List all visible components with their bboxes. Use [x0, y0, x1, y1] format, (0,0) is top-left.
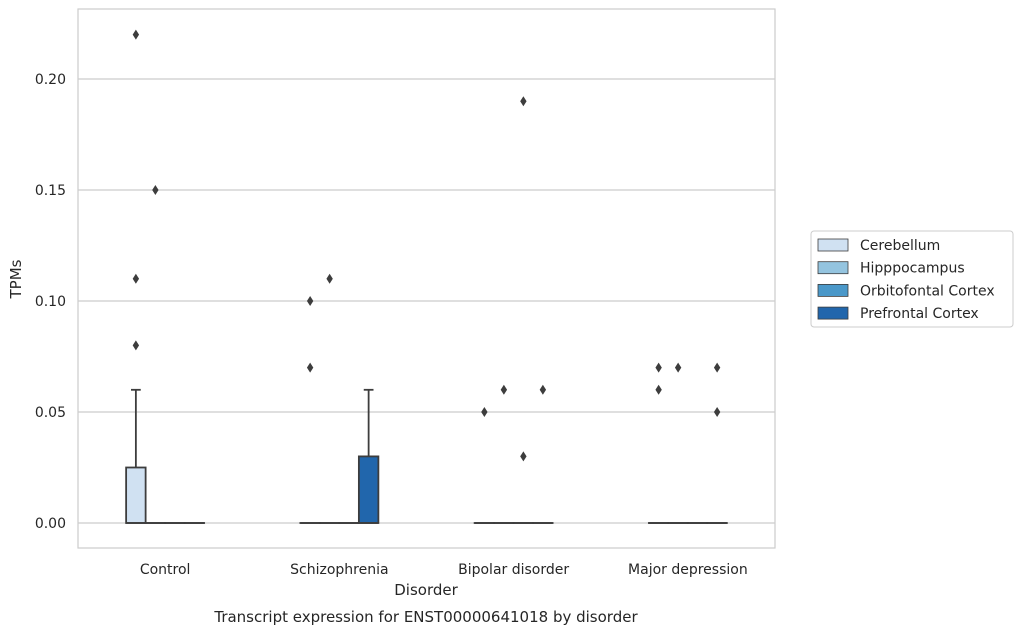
y-tick-labels: 0.00 0.05 0.10 0.15 0.20	[35, 72, 66, 532]
y-tick-label: 0.00	[35, 516, 66, 532]
box-hipppocampus	[493, 384, 515, 524]
box-cerebellum	[299, 296, 321, 524]
box-layer	[125, 29, 728, 524]
box-hipppocampus	[318, 273, 341, 524]
legend-swatch	[817, 261, 849, 275]
outlier-point	[306, 362, 314, 373]
x-tick-label: Bipolar disorder	[458, 562, 569, 578]
x-tick-label: Control	[140, 562, 191, 578]
y-tick-label: 0.10	[35, 294, 66, 310]
legend-label: Hipppocampus	[860, 261, 965, 277]
x-tick-label: Schizophrenia	[290, 562, 388, 578]
box-prefrontal-cortex	[532, 384, 554, 524]
y-tick-label: 0.05	[35, 405, 66, 421]
outlier-point	[132, 29, 140, 40]
outlier-point	[655, 362, 662, 373]
outlier-point	[132, 340, 140, 351]
box-orbitofontal-cortex	[512, 96, 535, 524]
box-hipppocampus	[144, 185, 167, 524]
legend-label: Orbitofontal Cortex	[860, 283, 995, 299]
outlier-point	[500, 384, 508, 395]
legend-label: Prefrontal Cortex	[860, 306, 979, 322]
x-axis-label: Disorder	[394, 581, 458, 599]
outlier-point	[326, 273, 333, 284]
box-cerebellum	[473, 407, 496, 524]
outlier-point	[132, 273, 140, 284]
grid-layer	[78, 78, 775, 524]
x-tick-labels: Control Schizophrenia Bipolar disorder Majo…	[140, 562, 748, 578]
box-prefrontal-cortex	[357, 388, 380, 524]
legend-swatch	[817, 306, 849, 320]
box-cerebellum	[125, 29, 147, 524]
x-tick-label: Major depression	[628, 562, 748, 578]
legend-swatch	[817, 238, 849, 252]
legend-label: Cerebellum	[860, 238, 940, 254]
chart-caption: Transcript expression for ENST0000064101…	[213, 608, 638, 626]
y-tick-label: 0.15	[35, 183, 66, 199]
box-cerebellum	[647, 362, 670, 524]
y-tick-label: 0.20	[35, 72, 66, 88]
plot-frame	[77, 8, 776, 549]
outlier-point	[713, 407, 721, 417]
box-hipppocampus	[667, 362, 689, 524]
box-body	[357, 455, 380, 524]
outlier-point	[655, 384, 662, 395]
box-body	[125, 466, 147, 524]
box-prefrontal-cortex	[706, 362, 728, 524]
y-axis-label: TPMs	[7, 259, 25, 299]
outlier-point	[520, 96, 527, 107]
outlier-point	[152, 185, 159, 195]
outlier-point	[539, 384, 547, 395]
legend-frame	[810, 230, 1014, 328]
outlier-point	[713, 362, 721, 373]
outlier-point	[520, 451, 527, 462]
legend-swatch	[817, 283, 849, 297]
outlier-point	[674, 362, 682, 373]
outlier-point	[481, 407, 488, 417]
outlier-point	[306, 296, 314, 306]
legend: Cerebellum Hipppocampus Orbitofontal Corte…	[810, 230, 1014, 328]
